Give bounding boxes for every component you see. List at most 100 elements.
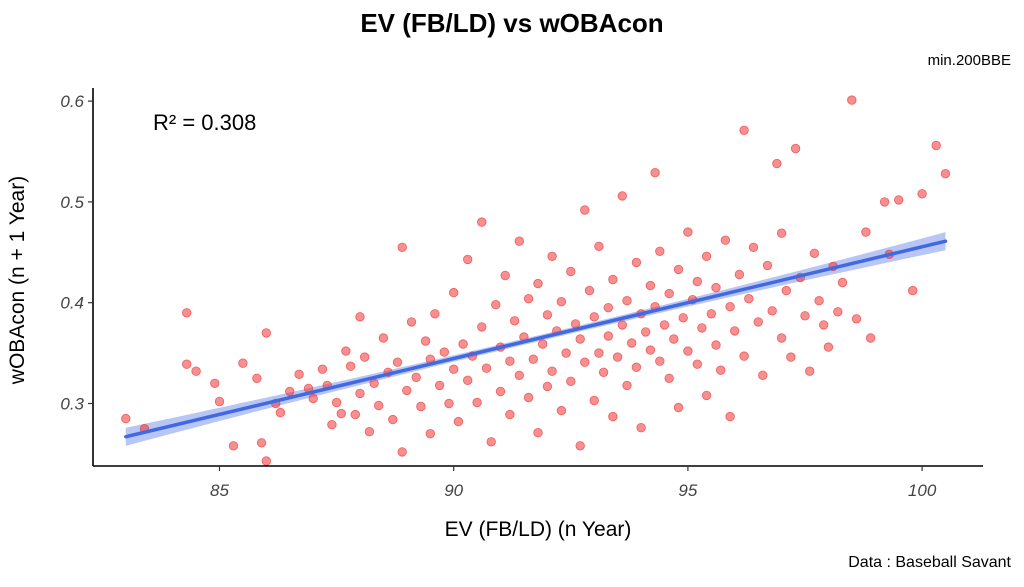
data-point xyxy=(631,257,642,268)
data-point xyxy=(472,397,482,408)
r-squared-annotation: R² = 0.308 xyxy=(153,110,256,135)
data-point xyxy=(556,297,567,307)
data-point xyxy=(570,319,581,329)
data-point xyxy=(744,294,754,304)
data-point xyxy=(411,372,421,383)
data-point xyxy=(908,285,918,296)
data-point xyxy=(800,311,810,321)
data-point xyxy=(495,386,506,397)
data-point xyxy=(711,340,721,350)
data-point xyxy=(449,287,459,298)
data-point xyxy=(210,378,220,389)
x-axis-label: EV (FB/LD) (n Year) xyxy=(444,518,632,541)
y-tick-label: 0.5 xyxy=(60,193,84,212)
data-point xyxy=(762,260,773,271)
data-point xyxy=(692,276,703,287)
data-point xyxy=(598,367,609,378)
data-point xyxy=(425,429,436,439)
data-point xyxy=(533,278,543,289)
data-point xyxy=(533,428,543,438)
data-point xyxy=(781,285,792,296)
data-point xyxy=(664,288,674,299)
data-point xyxy=(317,364,328,374)
data-point xyxy=(716,365,726,375)
axes-layer: 85 90 95 100 0.3 0.4 0.5 0.6 xyxy=(60,88,983,500)
data-point xyxy=(833,307,843,317)
data-point xyxy=(397,447,407,457)
data-point xyxy=(308,393,318,404)
data-point xyxy=(275,407,286,418)
data-point xyxy=(636,423,646,433)
data-point xyxy=(449,364,459,374)
data-point xyxy=(645,280,656,291)
data-point xyxy=(608,411,618,422)
data-point xyxy=(547,251,557,261)
data-point xyxy=(622,380,632,391)
data-point xyxy=(542,381,553,392)
data-point xyxy=(350,409,361,420)
data-point xyxy=(355,388,365,399)
data-point xyxy=(659,320,670,330)
data-point xyxy=(378,333,389,343)
y-tick-label: 0.4 xyxy=(60,294,84,313)
data-point xyxy=(191,366,201,376)
data-point xyxy=(491,300,501,310)
data-point xyxy=(664,373,674,384)
data-point xyxy=(575,441,585,451)
data-point xyxy=(758,370,768,381)
data-point xyxy=(823,342,834,352)
data-point xyxy=(214,396,225,407)
data-point xyxy=(181,308,192,318)
data-point xyxy=(650,167,660,178)
data-point xyxy=(879,197,890,207)
data-point xyxy=(477,322,487,332)
data-point xyxy=(477,217,487,227)
data-point xyxy=(711,282,721,293)
data-point xyxy=(612,352,623,362)
data-point xyxy=(538,339,548,349)
data-point xyxy=(228,441,239,451)
data-point xyxy=(847,95,857,105)
data-point xyxy=(261,328,272,338)
data-point xyxy=(678,313,688,323)
data-point xyxy=(458,339,468,349)
data-point xyxy=(514,370,525,381)
data-point xyxy=(776,333,787,343)
data-point xyxy=(556,405,567,416)
data-point xyxy=(261,456,272,466)
data-point xyxy=(584,285,595,296)
data-point xyxy=(542,310,553,320)
data-point xyxy=(181,359,192,369)
data-point xyxy=(345,361,356,371)
data-point xyxy=(481,363,492,373)
data-point xyxy=(392,357,403,367)
data-point xyxy=(748,242,759,253)
data-point xyxy=(617,320,628,330)
data-point xyxy=(706,309,717,319)
data-point xyxy=(374,400,384,411)
data-point xyxy=(360,352,370,362)
data-point xyxy=(528,354,539,364)
data-point xyxy=(617,191,628,201)
x-tick-label: 90 xyxy=(444,481,463,500)
data-point xyxy=(819,320,829,330)
data-point xyxy=(622,296,632,306)
data-point xyxy=(809,248,820,259)
data-point xyxy=(730,326,740,336)
data-point xyxy=(406,317,417,327)
data-point xyxy=(355,312,365,322)
data-point xyxy=(894,195,904,205)
data-point xyxy=(444,398,454,409)
data-point xyxy=(453,416,464,427)
data-point xyxy=(683,346,693,356)
data-point xyxy=(786,352,796,362)
data-point xyxy=(561,348,571,358)
chart-subtitle: min.200BBE xyxy=(927,52,1011,69)
data-point xyxy=(294,369,304,380)
chart-title: EV (FB/LD) vs wOBAcon xyxy=(360,8,664,38)
data-point xyxy=(500,270,510,281)
data-point xyxy=(725,302,735,312)
data-point xyxy=(701,251,712,261)
data-point xyxy=(645,345,656,355)
